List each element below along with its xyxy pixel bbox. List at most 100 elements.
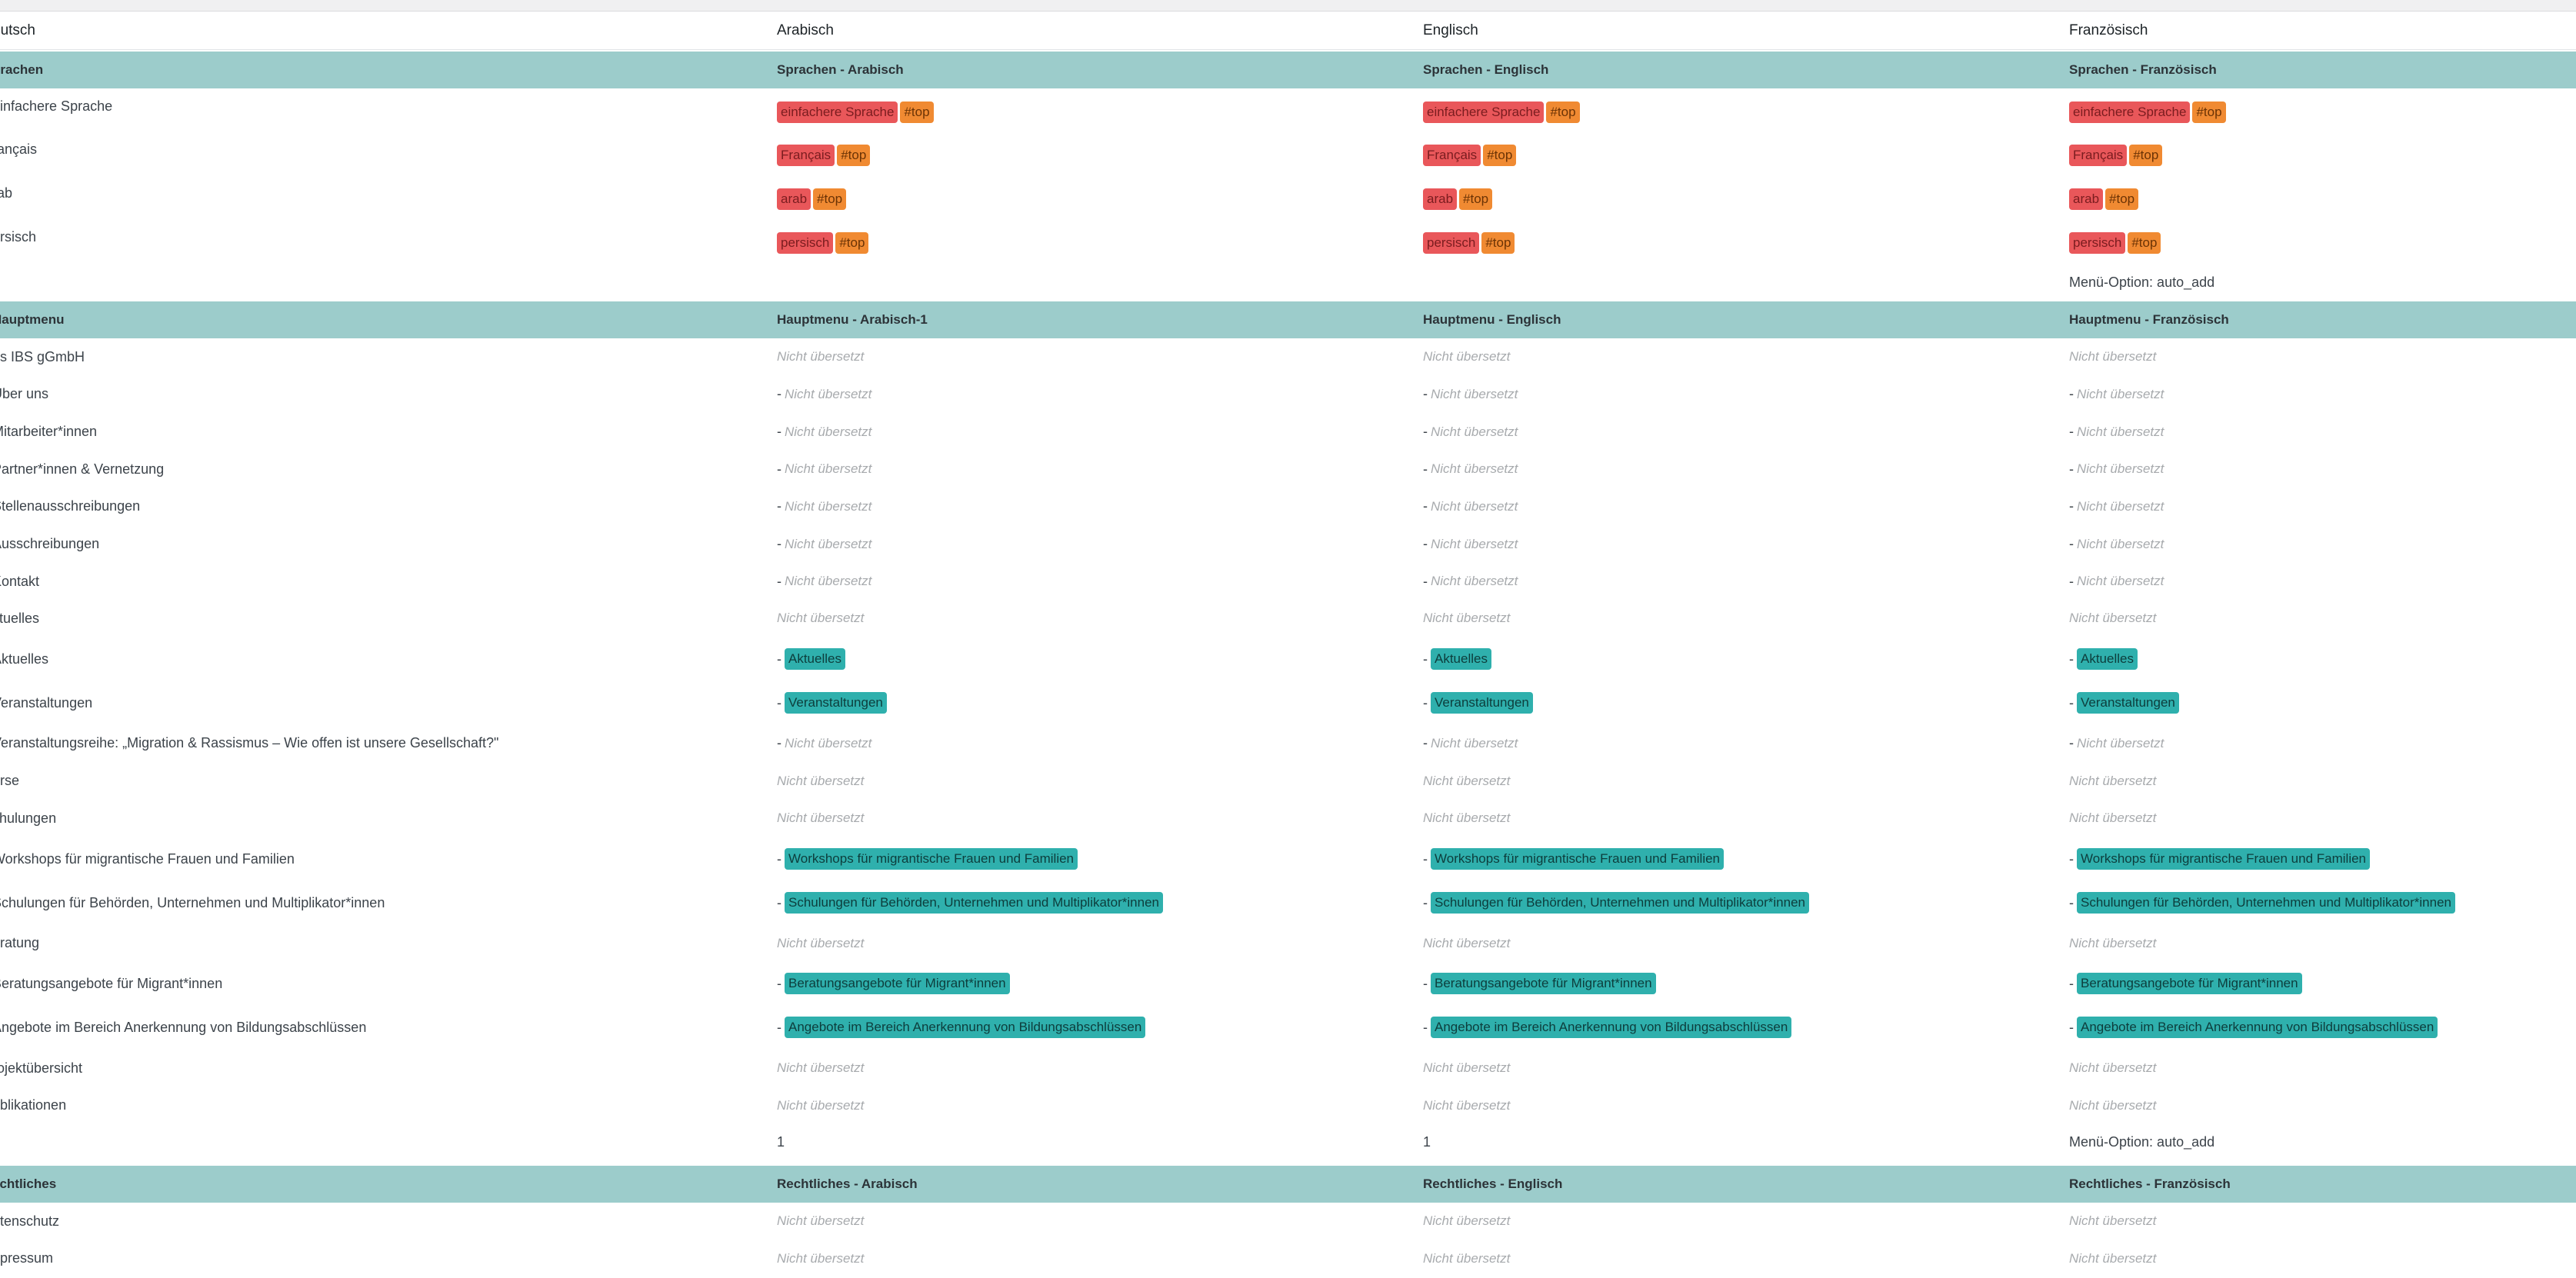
translation-cell: einfachere Sprache #top xyxy=(2069,91,2228,134)
anchor-tag[interactable]: #top xyxy=(1481,232,1515,254)
anchor-tag[interactable]: #top xyxy=(837,145,871,166)
anchor-tag[interactable]: #top xyxy=(1459,188,1493,210)
translation-cell: einfachere Sprache #top xyxy=(1423,91,1582,134)
translation-cell: Nicht übersetzt xyxy=(2069,338,2156,375)
translation-cell: - Nicht übersetzt xyxy=(777,413,871,451)
not-translated-text: Nicht übersetzt xyxy=(1423,611,1511,625)
anchor-tag[interactable]: #top xyxy=(1483,145,1517,166)
table-row: Veranstaltungsreihe: „Migration & Rassis… xyxy=(0,724,2576,762)
menu-item-label: Stellenausschreibungen xyxy=(0,498,141,514)
not-translated-text: Nicht übersetzt xyxy=(2069,349,2157,364)
translated-item-tag[interactable]: Beratungsangebote für Migrant*innen xyxy=(2077,973,2302,994)
anchor-tag[interactable]: #top xyxy=(900,102,934,123)
language-link-tag[interactable]: persisch xyxy=(2069,232,2126,254)
dash-marker: - xyxy=(1423,573,1428,589)
translated-item-tag[interactable]: Veranstaltungen xyxy=(1431,692,1533,714)
translated-item-tag[interactable]: Aktuelles xyxy=(785,648,845,670)
translated-item-tag[interactable]: Workshops für migrantische Frauen und Fa… xyxy=(2077,848,2371,870)
translated-item-tag[interactable]: Schulungen für Behörden, Unternehmen und… xyxy=(1431,892,1809,914)
menu-option-value: Menü-Option: auto_add xyxy=(2069,274,2215,290)
translation-cell: Nicht übersetzt xyxy=(777,338,864,375)
dash-marker: - xyxy=(777,386,781,401)
menu-item-label: chulungen xyxy=(0,810,57,826)
language-link-tag[interactable]: Français xyxy=(1423,145,1481,166)
language-link-tag[interactable]: einfachere Sprache xyxy=(2069,102,2191,123)
table-row: Workshops für migrantische Frauen und Fa… xyxy=(0,837,2576,881)
not-translated-text: Nicht übersetzt xyxy=(2077,574,2164,588)
section-header-row: Hauptmenu Hauptmenu - Arabisch-1 Hauptmenu… xyxy=(0,301,2576,338)
dash-marker: - xyxy=(1423,694,1428,711)
translated-item-tag[interactable]: Beratungsangebote für Migrant*innen xyxy=(1431,973,1656,994)
anchor-tag[interactable]: #top xyxy=(813,188,847,210)
translation-cell: - Nicht übersetzt xyxy=(2069,563,2164,600)
dash-marker: - xyxy=(1423,975,1428,991)
translated-item-tag[interactable]: Angebote im Bereich Anerkennung von Bild… xyxy=(785,1017,1146,1038)
table-row: einfachere Sprache einfachere Sprache #top… xyxy=(0,91,2576,134)
dash-marker: - xyxy=(777,850,781,867)
dash-marker: - xyxy=(777,1019,781,1035)
menu-item-label: Über uns xyxy=(0,386,49,401)
translation-cell: Nicht übersetzt xyxy=(1423,1050,1510,1087)
translation-cell: - Nicht übersetzt xyxy=(2069,525,2164,563)
translated-item-tag[interactable]: Angebote im Bereich Anerkennung von Bild… xyxy=(1431,1017,1792,1038)
translated-item-tag[interactable]: Workshops für migrantische Frauen und Fa… xyxy=(785,848,1078,870)
menu-item-label: Veranstaltungen xyxy=(0,694,93,711)
not-translated-text: Nicht übersetzt xyxy=(2069,773,2157,788)
menu-item-label: einfachere Sprache xyxy=(0,98,113,114)
translated-item-tag[interactable]: Veranstaltungen xyxy=(785,692,887,714)
language-link-tag[interactable]: einfachere Sprache xyxy=(777,102,898,123)
translation-cell: - Nicht übersetzt xyxy=(1423,525,1518,563)
dash-marker: - xyxy=(1423,1019,1428,1035)
not-translated-text: Nicht übersetzt xyxy=(1423,810,1511,825)
not-translated-text: Nicht übersetzt xyxy=(777,1060,865,1075)
translation-cell: - Angebote im Bereich Anerkennung von Bil… xyxy=(777,1005,1148,1050)
language-link-tag[interactable]: Français xyxy=(2069,145,2128,166)
translated-item-tag[interactable]: Veranstaltungen xyxy=(2077,692,2179,714)
not-translated-text: Nicht übersetzt xyxy=(1431,461,1518,476)
translated-item-tag[interactable]: Schulungen für Behörden, Unternehmen und… xyxy=(2077,892,2455,914)
table-header: eutsch Arabisch Englisch Französisch xyxy=(0,12,2576,50)
language-link-tag[interactable]: persisch xyxy=(777,232,834,254)
translated-item-tag[interactable]: Schulungen für Behörden, Unternehmen und… xyxy=(785,892,1163,914)
anchor-tag[interactable]: #top xyxy=(835,232,869,254)
translated-item-tag[interactable]: Angebote im Bereich Anerkennung von Bild… xyxy=(2077,1017,2438,1038)
not-translated-text: Nicht übersetzt xyxy=(777,349,865,364)
translated-item-tag[interactable]: Beratungsangebote für Migrant*innen xyxy=(785,973,1010,994)
language-link-tag[interactable]: arab xyxy=(1423,188,1458,210)
anchor-tag[interactable]: #top xyxy=(2129,145,2163,166)
not-translated-text: Nicht übersetzt xyxy=(785,574,872,588)
not-translated-text: Nicht übersetzt xyxy=(1431,498,1518,514)
translation-cell: Nicht übersetzt xyxy=(777,1203,864,1240)
anchor-tag[interactable]: #top xyxy=(2105,188,2139,210)
translation-cell: Nicht übersetzt xyxy=(1423,1087,1510,1124)
menu-item-label: Schulungen für Behörden, Unternehmen und… xyxy=(0,894,385,910)
menu-item-label: as IBS gGmbH xyxy=(0,348,85,364)
anchor-tag[interactable]: #top xyxy=(2128,232,2161,254)
translation-cell: - Beratungsangebote für Migrant*innen xyxy=(777,962,1012,1005)
language-link-tag[interactable]: arab xyxy=(2069,188,2104,210)
language-link-tag[interactable]: arab xyxy=(777,188,811,210)
translated-item-tag[interactable]: Aktuelles xyxy=(2077,648,2138,670)
not-translated-text: Nicht übersetzt xyxy=(1423,1213,1511,1228)
menu-option-value: Menü-Option: auto_add xyxy=(2069,1133,2215,1150)
translated-item-tag[interactable]: Workshops für migrantische Frauen und Fa… xyxy=(1431,848,1725,870)
not-translated-text: Nicht übersetzt xyxy=(1423,773,1511,788)
anchor-tag[interactable]: #top xyxy=(1546,102,1580,123)
translated-item-tag[interactable]: Aktuelles xyxy=(1431,648,1491,670)
translation-cell: - Nicht übersetzt xyxy=(2069,451,2164,488)
translation-cell: - Nicht übersetzt xyxy=(2069,375,2164,413)
dash-marker: - xyxy=(2069,894,2074,910)
language-link-tag[interactable]: einfachere Sprache xyxy=(1423,102,1545,123)
table-row: Angebote im Bereich Anerkennung von Bild… xyxy=(0,1005,2576,1050)
language-link-tag[interactable]: Français xyxy=(777,145,835,166)
dash-marker: - xyxy=(2069,975,2074,991)
dash-marker: - xyxy=(777,894,781,910)
language-link-tag[interactable]: persisch xyxy=(1423,232,1480,254)
anchor-tag[interactable]: #top xyxy=(2192,102,2226,123)
not-translated-text: Nicht übersetzt xyxy=(2077,386,2164,401)
translation-cell: - Beratungsangebote für Migrant*innen xyxy=(1423,962,1658,1005)
not-translated-text: Nicht übersetzt xyxy=(777,773,865,788)
translation-cell: - Schulungen für Behörden, Unternehmen un… xyxy=(2069,881,2458,924)
dash-marker: - xyxy=(777,694,781,711)
